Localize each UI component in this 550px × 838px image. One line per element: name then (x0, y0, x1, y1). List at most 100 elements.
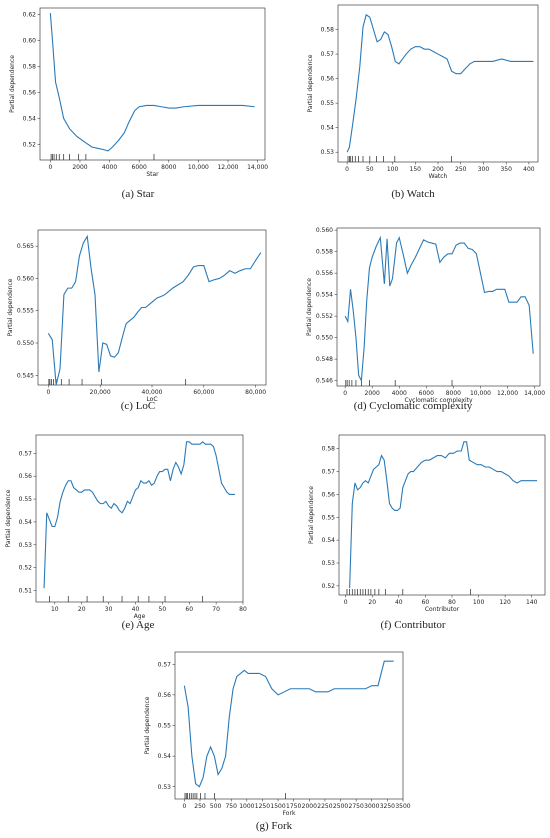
x-tick-label: 6000 (419, 390, 434, 397)
chart-fork-svg: 0 250 500 750 1000 1250 1500 1750 2000 2250 2500 27… (144, 651, 411, 817)
x-tick-label: 80,000 (245, 389, 266, 396)
x-tick-label: 4000 (102, 164, 117, 171)
x-tick-label: 1000 (239, 803, 254, 810)
x-tick-label: 0 (182, 803, 186, 810)
y-tick-label: 0.55 (321, 100, 335, 107)
caption-fork: (g) Fork (255, 820, 293, 832)
chart-loc: 0 20,000 40,000 60,000 80,000 0.545 0.550 0.555… (0, 215, 275, 425)
series-line (344, 235, 534, 383)
series-line (346, 13, 534, 153)
y-axis-label: Partial dependence (144, 696, 151, 754)
y-tick-label: 0.62 (23, 11, 37, 18)
x-tick-label: 10 (51, 606, 59, 613)
chart-age: 10 20 30 40 50 60 70 80 0.51 0.52 0.53 0.54 0.55 0.56… (0, 425, 275, 635)
x-tick-label: 10,000 (470, 390, 491, 397)
y-tick-label: 0.58 (321, 27, 335, 34)
y-tick-label: 0.55 (158, 723, 172, 730)
x-tick-label: 100 (473, 599, 485, 606)
y-tick-label: 0.55 (19, 496, 33, 503)
y-tick-label: 0.548 (316, 356, 333, 363)
y-tick-label: 0.54 (158, 753, 172, 760)
series-line (349, 441, 538, 589)
x-tick-label: 250 (455, 166, 467, 173)
x-axis-label: Age (134, 613, 146, 620)
x-tick-label: 2500 (333, 803, 348, 810)
x-tick-label: 140 (526, 599, 538, 606)
y-tick-label: 0.57 (322, 469, 336, 476)
x-axis-label: Watch (429, 173, 448, 180)
x-tick-label: 150 (410, 166, 422, 173)
chart-cyclomatic-svg: 0 2000 4000 6000 8000 10,000 12,000 14,000 0.546… (306, 227, 545, 404)
y-tick-label: 0.546 (316, 378, 333, 385)
x-tick-label: 14,000 (247, 164, 268, 171)
series-line (183, 660, 394, 788)
y-tick-label: 0.54 (23, 115, 37, 122)
x-tick-label: 70 (212, 606, 220, 613)
caption-contributor: (f) Contributor (380, 619, 446, 631)
y-tick-label: 0.53 (321, 149, 335, 156)
series-line (43, 441, 235, 589)
x-tick-label: 500 (210, 803, 222, 810)
y-tick-label: 0.52 (19, 565, 33, 572)
y-tick-label: 0.53 (322, 560, 336, 567)
y-tick-label: 0.54 (321, 125, 335, 132)
series-line (49, 13, 255, 152)
chart-star: 0 2000 4000 6000 8000 10,000 12,000 14,000 0.52 0… (0, 0, 275, 215)
x-tick-label: 6000 (132, 164, 147, 171)
plot-frame (337, 4, 539, 163)
y-tick-label: 0.550 (316, 335, 333, 342)
x-tick-label: 0 (46, 389, 50, 396)
plot-frame (35, 434, 244, 603)
y-tick-label: 0.560 (17, 275, 34, 282)
y-tick-label: 0.56 (23, 89, 37, 96)
y-tick-label: 0.54 (19, 519, 33, 526)
chart-cyclomatic: 0 2000 4000 6000 8000 10,000 12,000 14,000 0.546… (275, 215, 550, 425)
chart-loc-svg: 0 20,000 40,000 60,000 80,000 0.545 0.550 0.555… (7, 229, 266, 403)
x-tick-label: 40,000 (142, 389, 163, 396)
chart-star-svg: 0 2000 4000 6000 8000 10,000 12,000 14,000 0.52 0… (9, 7, 268, 178)
y-tick-label: 0.56 (19, 473, 33, 480)
y-axis-label: Partial dependence (307, 54, 314, 112)
y-tick-label: 0.51 (19, 588, 33, 595)
x-tick-label: 40 (395, 599, 403, 606)
y-tick-label: 0.558 (316, 249, 333, 256)
y-tick-label: 0.54 (322, 537, 336, 544)
x-tick-label: 300 (478, 166, 490, 173)
y-tick-label: 0.52 (23, 141, 37, 148)
x-tick-label: 14,000 (524, 390, 545, 397)
chart-age-svg: 10 20 30 40 50 60 70 80 0.51 0.52 0.53 0.54 0.55 0.56… (5, 434, 247, 620)
x-tick-label: 80 (448, 599, 456, 606)
y-tick-label: 0.550 (17, 340, 34, 347)
y-tick-label: 0.556 (316, 270, 333, 277)
chart-watch: 0 50 100 150 200 250 300 350 400 0.53 0.54 0.55 0.56… (275, 0, 550, 215)
caption-age: (e) Age (121, 619, 155, 631)
y-axis-label: Partial dependence (7, 278, 14, 336)
y-axis-label: Partial dependence (308, 486, 315, 544)
y-tick-label: 0.52 (322, 583, 336, 590)
x-tick-label: 20 (78, 606, 86, 613)
x-tick-label: 30 (105, 606, 113, 613)
y-tick-label: 0.57 (321, 51, 335, 58)
y-tick-label: 0.552 (316, 313, 333, 320)
y-axis-label: Partial dependence (306, 278, 313, 336)
caption-cyclomatic: (d) Cyclomatic complexity (353, 400, 473, 412)
x-tick-label: 350 (500, 166, 512, 173)
x-tick-label: 4000 (392, 390, 407, 397)
caption-watch: (b) Watch (391, 188, 435, 200)
x-tick-label: 0 (345, 166, 349, 173)
series-line (47, 234, 262, 386)
x-tick-label: 20 (368, 599, 376, 606)
y-tick-label: 0.554 (316, 292, 333, 299)
y-tick-label: 0.58 (23, 63, 37, 70)
y-tick-label: 0.57 (158, 661, 172, 668)
x-axis-label: Fork (283, 810, 296, 817)
x-tick-label: 12,000 (217, 164, 238, 171)
x-tick-label: 400 (523, 166, 535, 173)
y-tick-label: 0.560 (316, 227, 333, 234)
x-axis-label: LoC (146, 396, 157, 403)
x-tick-label: 8000 (446, 390, 461, 397)
x-tick-label: 60 (422, 599, 430, 606)
x-tick-label: 12,000 (497, 390, 518, 397)
x-tick-label: 3000 (364, 803, 379, 810)
x-tick-label: 0 (48, 164, 52, 171)
